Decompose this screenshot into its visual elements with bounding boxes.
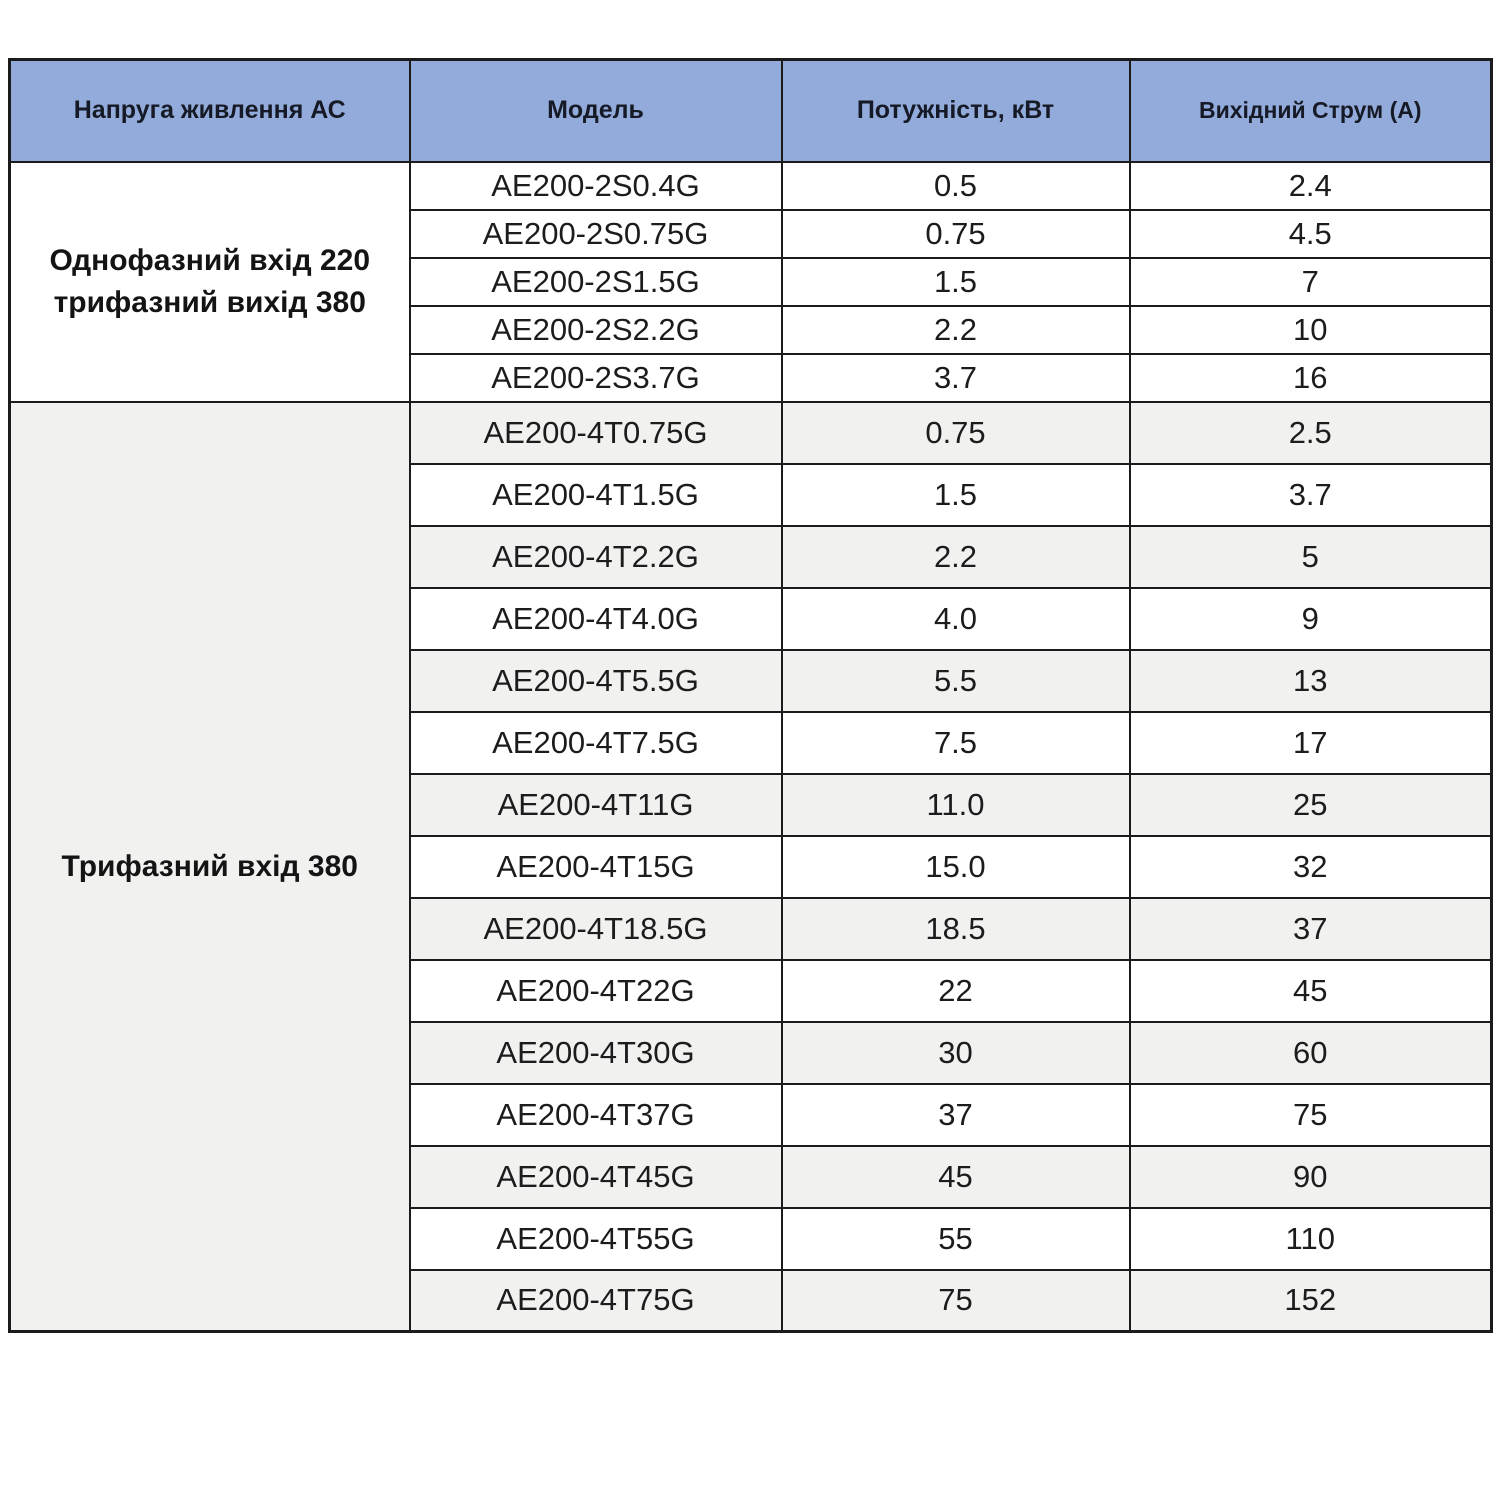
table-row: AE200-4T4.0G 4.0 9 [10,586,1493,651]
table-row: AE200-4T45G 45 90 [10,1144,1493,1209]
table-row: AE200-4T55G 55 110 [10,1206,1493,1271]
model-cell: AE200-4T30G [408,1020,783,1085]
group-label-line: Однофазний вхід 220 [49,244,371,278]
table-row: AE200-4T5.5G 5.5 13 [10,648,1493,713]
table-row: AE200-4T75G 75 152 [10,1268,1493,1333]
inverter-spec-table: Напруга живлення АС Модель Потужність, к… [8,58,1493,1333]
group-label-cell: Трифазний вхід 380 [8,400,411,1333]
power-cell: 37 [780,1082,1131,1147]
power-cell: 15.0 [780,834,1131,899]
model-cell: AE200-4T0.75G [408,400,783,465]
power-cell: 0.75 [780,208,1131,259]
current-cell: 5 [1128,524,1493,589]
power-cell: 1.5 [780,256,1131,307]
table-row: AE200-2S2.2G 2.2 10 [10,304,1493,355]
model-cell: AE200-4T75G [408,1268,783,1333]
column-header-output-current: Вихідний Струм (А) [1128,58,1493,163]
power-cell: 45 [780,1144,1131,1209]
table-row: AE200-4T11G 11.0 25 [10,772,1493,837]
table-row: AE200-4T22G 22 45 [10,958,1493,1023]
table-row: AE200-4T2.2G 2.2 5 [10,524,1493,589]
current-cell: 4.5 [1128,208,1493,259]
current-cell: 32 [1128,834,1493,899]
power-cell: 4.0 [780,586,1131,651]
power-cell: 75 [780,1268,1131,1333]
current-cell: 152 [1128,1268,1493,1333]
current-cell: 9 [1128,586,1493,651]
current-cell: 17 [1128,710,1493,775]
model-cell: AE200-2S0.75G [408,208,783,259]
column-header-power: Потужність, кВт [780,58,1131,163]
power-cell: 5.5 [780,648,1131,713]
group-label-line: Трифазний вхід 380 [61,849,358,883]
current-cell: 2.4 [1128,160,1493,211]
table-row: AE200-4T18.5G 18.5 37 [10,896,1493,961]
model-cell: AE200-2S0.4G [408,160,783,211]
current-cell: 7 [1128,256,1493,307]
model-cell: AE200-2S3.7G [408,352,783,403]
current-cell: 60 [1128,1020,1493,1085]
column-header-model: Модель [408,58,783,163]
current-cell: 75 [1128,1082,1493,1147]
table-row: AE200-4T30G 30 60 [10,1020,1493,1085]
model-cell: AE200-4T45G [408,1144,783,1209]
model-cell: AE200-4T37G [408,1082,783,1147]
power-cell: 55 [780,1206,1131,1271]
table-row: AE200-4T7.5G 7.5 17 [10,710,1493,775]
current-cell: 45 [1128,958,1493,1023]
group-label-line: трифазний вихід 380 [53,285,366,319]
model-cell: AE200-4T55G [408,1206,783,1271]
model-cell: AE200-4T11G [408,772,783,837]
model-cell: AE200-2S2.2G [408,304,783,355]
header-row: Напруга живлення АС Модель Потужність, к… [8,58,1493,163]
model-cell: AE200-4T7.5G [408,710,783,775]
model-cell: AE200-4T4.0G [408,586,783,651]
power-cell: 1.5 [780,462,1131,527]
model-cell: AE200-2S1.5G [408,256,783,307]
power-cell: 0.75 [780,400,1131,465]
model-cell: AE200-4T2.2G [408,524,783,589]
column-header-supply-voltage: Напруга живлення АС [8,58,411,163]
table-row: Однофазний вхід 220 трифазний вихід 380 AE… [8,160,1493,403]
current-cell: 10 [1128,304,1493,355]
model-cell: AE200-4T5.5G [408,648,783,713]
power-cell: 22 [780,958,1131,1023]
current-cell: 90 [1128,1144,1493,1209]
table-row: AE200-4T37G 37 75 [10,1082,1493,1147]
power-cell: 30 [780,1020,1131,1085]
table-header: Напруга живлення АС Модель Потужність, к… [8,58,1493,163]
table-body: Однофазний вхід 220 трифазний вихід 380 AE… [8,160,1493,1333]
power-cell: 2.2 [780,524,1131,589]
power-cell: 18.5 [780,896,1131,961]
current-cell: 2.5 [1128,400,1493,465]
power-cell: 0.5 [780,160,1131,211]
power-cell: 7.5 [780,710,1131,775]
table-row: AE200-2S1.5G 1.5 7 [10,256,1493,307]
current-cell: 110 [1128,1206,1493,1271]
current-cell: 13 [1128,648,1493,713]
model-cell: AE200-4T1.5G [408,462,783,527]
current-cell: 25 [1128,772,1493,837]
model-cell: AE200-4T18.5G [408,896,783,961]
current-cell: 16 [1128,352,1493,403]
table-row: AE200-2S0.75G 0.75 4.5 [10,208,1493,259]
power-cell: 3.7 [780,352,1131,403]
table-row: Трифазний вхід 380 AE200-4T0.75G 0.75 2.5 [8,400,1493,1333]
power-cell: 11.0 [780,772,1131,837]
group-label-cell: Однофазний вхід 220 трифазний вихід 380 [8,160,411,403]
table-row: AE200-2S3.7G 3.7 16 [10,352,1493,403]
model-cell: AE200-4T15G [408,834,783,899]
current-cell: 3.7 [1128,462,1493,527]
table-row: AE200-4T1.5G 1.5 3.7 [10,462,1493,527]
current-cell: 37 [1128,896,1493,961]
power-cell: 2.2 [780,304,1131,355]
model-cell: AE200-4T22G [408,958,783,1023]
table-row: AE200-4T15G 15.0 32 [10,834,1493,899]
